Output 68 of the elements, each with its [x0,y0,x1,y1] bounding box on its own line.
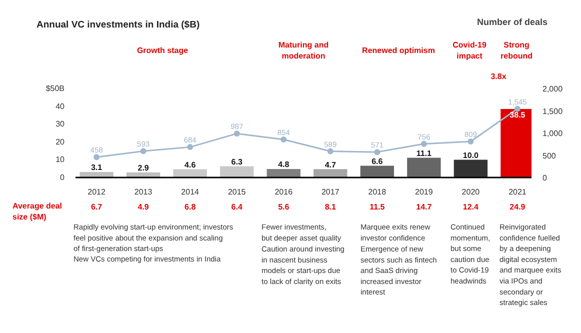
y-tick-label: 30 [56,120,66,129]
bar [407,158,441,178]
data-label: 2.9 [138,164,150,173]
y2-tick-label: 1,000 [542,129,564,138]
x-tick-label: 2017 [321,188,340,196]
bar [314,169,348,178]
text: Number of deals [477,17,548,27]
text: Renewed optimism [362,46,435,55]
text: 12.4 [462,202,480,212]
point [327,148,334,154]
text: 14.7 [416,202,432,212]
y2-tick-label: 500 [542,151,556,160]
bar [220,166,254,178]
text: 6.7 [90,202,103,212]
x-tick-label: 2020 [462,188,480,196]
data-label: 10.0 [462,150,480,160]
text: Covid-19 impact [452,40,487,60]
point [468,138,474,144]
text: Maturing and moderation [278,40,329,60]
text: 8.1 [324,202,337,212]
text: 6.4 [231,202,243,212]
data-label: 6.6 [372,156,384,166]
x-tick-label: 2016 [274,188,294,196]
y-tick-label: 0 [60,173,66,182]
y-tick-label: 20 [56,137,66,146]
point [234,130,240,137]
point [187,144,194,150]
x-tick-label: 2012 [88,188,106,196]
text: 3.8x [490,72,507,81]
bar [454,160,488,178]
bar [360,166,394,178]
bar [80,172,114,178]
text: Strong rebound [500,40,533,60]
data-label: 6.3 [231,158,243,167]
x-tick-label: 2015 [228,188,246,196]
x-tick-label: 2021 [508,188,527,196]
data-label: 4.8 [278,160,290,170]
y2-tick-label: 0 [542,174,548,182]
text: 4.9 [138,202,150,212]
data-label: 4.7 [324,160,337,170]
point [420,140,427,147]
text: 11.5 [370,202,386,212]
x-tick-label: 2018 [368,188,387,196]
y-tick-label: 40 [56,102,66,111]
x-tick-label: 2014 [181,188,200,196]
data-label: 4.6 [184,160,196,170]
point [374,149,380,156]
bar [266,168,300,178]
data-label: 38.5 [510,110,526,120]
x-tick-label: 2019 [415,188,434,196]
data-label: 3.1 [90,163,103,172]
point [280,136,287,142]
point [140,148,146,154]
y-tick-label: 10 [56,155,66,164]
y-tick-label: $50B [46,84,65,93]
text: 6.8 [184,202,196,212]
point [94,154,100,160]
text: 5.6 [278,202,290,212]
text: Growth stage [136,46,189,55]
point [514,106,520,112]
text: Average deal size ($M) [12,202,62,222]
data-label: 11.1 [416,148,432,158]
bar [173,169,207,178]
y2-tick-label: 1,500 [542,106,564,116]
x-tick-label: 2013 [134,188,153,196]
y2-tick-label: 2,000 [542,84,564,94]
chart-title: Annual VC investments in India ($B) [36,20,200,30]
text: 24.9 [510,202,526,212]
